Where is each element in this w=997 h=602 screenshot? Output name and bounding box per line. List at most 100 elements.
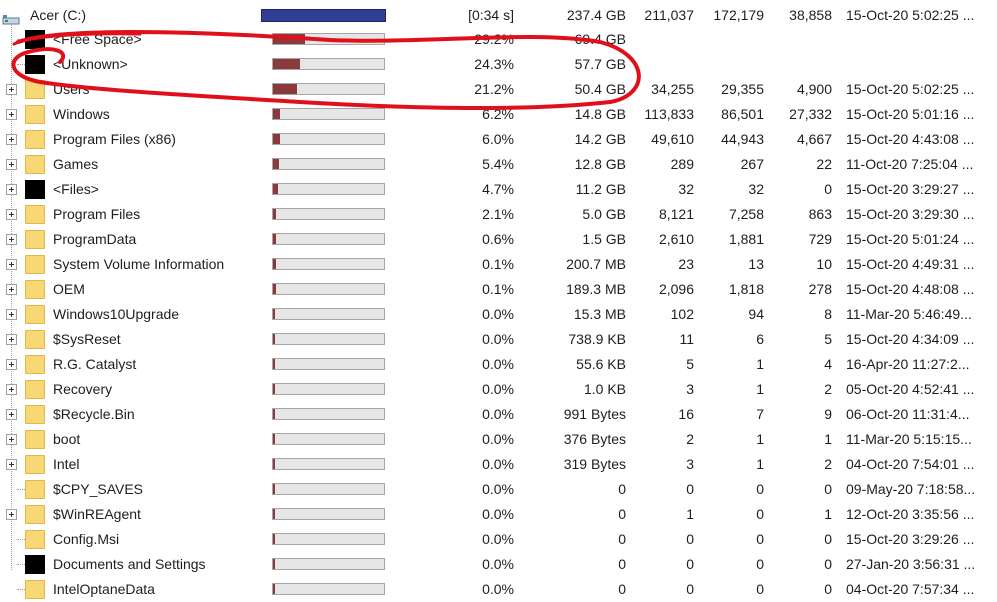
tree-row[interactable]: Config.Msi 0.0% 0 0 0 0 15-Oct-20 3:29:26 ... bbox=[0, 527, 997, 552]
expand-icon[interactable] bbox=[6, 184, 17, 195]
tree-row[interactable]: <Free Space> 29.2% 69.4 GB bbox=[0, 27, 997, 52]
usage-bar bbox=[272, 58, 385, 70]
row-name: Documents and Settings bbox=[53, 556, 206, 572]
tree-row[interactable]: Intel 0.0% 319 Bytes 3 1 2 04-Oct-20 7:54:01 .… bbox=[0, 452, 997, 477]
tree-row[interactable]: <Unknown> 24.3% 57.7 GB bbox=[0, 52, 997, 77]
row-name: <Unknown> bbox=[53, 56, 128, 72]
row-name: Config.Msi bbox=[53, 531, 120, 547]
tree-row[interactable]: Documents and Settings 0.0% 0 0 0 0 27-Jan-20 … bbox=[0, 552, 997, 577]
row-subdirs: 0 bbox=[824, 556, 832, 572]
tree-row[interactable]: $Recycle.Bin 0.0% 991 Bytes 16 7 9 06-Oct-20 1… bbox=[0, 402, 997, 427]
expand-icon[interactable] bbox=[6, 309, 17, 320]
row-files: 0 bbox=[686, 481, 694, 497]
row-name: $WinREAgent bbox=[53, 506, 141, 522]
tree-row[interactable]: <Files> 4.7% 11.2 GB 32 32 0 15-Oct-20 3:29:27… bbox=[0, 177, 997, 202]
row-percent: 4.7% bbox=[482, 181, 514, 197]
tree-row[interactable]: $WinREAgent 0.0% 0 1 0 1 12-Oct-20 3:35:56 ... bbox=[0, 502, 997, 527]
folder-icon bbox=[25, 255, 45, 274]
usage-bar bbox=[272, 308, 385, 320]
row-modified: 09-May-20 7:18:58... bbox=[846, 481, 976, 497]
row-files: 16 bbox=[678, 406, 694, 422]
row-percent: 0.0% bbox=[482, 481, 514, 497]
expand-icon[interactable] bbox=[6, 459, 17, 470]
row-size: 57.7 GB bbox=[574, 56, 626, 72]
row-percent: 0.0% bbox=[482, 531, 514, 547]
tree-row[interactable]: Games 5.4% 12.8 GB 289 267 22 11-Oct-20 7:25:0… bbox=[0, 152, 997, 177]
row-name: IntelOptaneData bbox=[53, 581, 155, 597]
usage-bar-fill bbox=[273, 184, 278, 194]
tree-row[interactable]: Program Files 2.1% 5.0 GB 8,121 7,258 863 15-O… bbox=[0, 202, 997, 227]
expand-icon[interactable] bbox=[6, 284, 17, 295]
tree-row[interactable]: Users 21.2% 50.4 GB 34,255 29,355 4,900 15-Oct… bbox=[0, 77, 997, 102]
expand-icon[interactable] bbox=[6, 334, 17, 345]
usage-bar-fill bbox=[273, 259, 276, 269]
row-name: ProgramData bbox=[53, 231, 137, 247]
expand-icon[interactable] bbox=[6, 509, 17, 520]
row-subdirs: 1 bbox=[824, 506, 832, 522]
expand-icon[interactable] bbox=[6, 259, 17, 270]
row-size: 11.2 GB bbox=[575, 181, 626, 197]
expand-icon[interactable] bbox=[6, 159, 17, 170]
usage-bar bbox=[272, 108, 385, 120]
row-name: Recovery bbox=[53, 381, 113, 397]
row-percent: 0.1% bbox=[482, 281, 514, 297]
black-square-icon bbox=[25, 55, 45, 74]
usage-bar-fill bbox=[273, 384, 275, 394]
row-modified: 15-Oct-20 4:43:08 ... bbox=[846, 131, 975, 147]
row-size: 69.4 GB bbox=[574, 31, 626, 47]
row-percent: 0.0% bbox=[482, 506, 514, 522]
tree-row[interactable]: System Volume Information 0.1% 200.7 MB 23 1… bbox=[0, 252, 997, 277]
usage-bar bbox=[272, 333, 385, 345]
tree-row[interactable]: Windows10Upgrade 0.0% 15.3 MB 102 94 8 11-Mar-… bbox=[0, 302, 997, 327]
row-items: 0 bbox=[756, 581, 764, 597]
tree-row[interactable]: Program Files (x86) 6.0% 14.2 GB 49,610 44,9… bbox=[0, 127, 997, 152]
row-subdirs: 2 bbox=[824, 381, 832, 397]
expand-icon[interactable] bbox=[6, 84, 17, 95]
row-files: 11 bbox=[679, 331, 694, 347]
row-size: 0 bbox=[618, 531, 626, 547]
tree-row[interactable]: Windows 6.2% 14.8 GB 113,833 86,501 27,332 15-… bbox=[0, 102, 997, 127]
row-size: 0 bbox=[618, 506, 626, 522]
row-items: 267 bbox=[740, 156, 764, 172]
expand-icon[interactable] bbox=[6, 209, 17, 220]
expand-icon[interactable] bbox=[6, 409, 17, 420]
root-size: 237.4 GB bbox=[566, 7, 626, 23]
tree-row[interactable]: boot 0.0% 376 Bytes 2 1 1 11-Mar-20 5:15:15... bbox=[0, 427, 997, 452]
tree-row[interactable]: OEM 0.1% 189.3 MB 2,096 1,818 278 15-Oct-20 4:… bbox=[0, 277, 997, 302]
row-subdirs: 278 bbox=[808, 281, 832, 297]
tree-row[interactable]: IntelOptaneData 0.0% 0 0 0 0 04-Oct-20 7:57:34… bbox=[0, 577, 997, 602]
usage-bar-fill bbox=[273, 359, 275, 369]
expand-icon[interactable] bbox=[6, 359, 17, 370]
usage-bar-fill bbox=[273, 459, 275, 469]
tree-row[interactable]: $CPY_SAVES 0.0% 0 0 0 0 09-May-20 7:18:58... bbox=[0, 477, 997, 502]
tree-root-row[interactable]: Acer (C:) [0:34 s] 237.4 GB 211,037 172,… bbox=[0, 3, 997, 28]
row-name: $Recycle.Bin bbox=[53, 406, 135, 422]
tree-row[interactable]: ProgramData 0.6% 1.5 GB 2,610 1,881 729 15-Oct… bbox=[0, 227, 997, 252]
folder-icon bbox=[25, 155, 45, 174]
row-files: 3 bbox=[686, 456, 694, 472]
row-size: 189.3 MB bbox=[566, 281, 626, 297]
expand-icon[interactable] bbox=[6, 134, 17, 145]
drive-icon bbox=[2, 9, 20, 25]
folder-icon bbox=[25, 305, 45, 324]
row-name: <Files> bbox=[53, 181, 99, 197]
expand-icon[interactable] bbox=[6, 109, 17, 120]
root-usage-bar bbox=[261, 9, 386, 22]
tree-row[interactable]: Recovery 0.0% 1.0 KB 3 1 2 05-Oct-20 4:52:41 .… bbox=[0, 377, 997, 402]
expand-icon[interactable] bbox=[6, 434, 17, 445]
expand-icon[interactable] bbox=[6, 234, 17, 245]
expand-icon[interactable] bbox=[6, 384, 17, 395]
row-subdirs: 9 bbox=[824, 406, 832, 422]
tree-row[interactable]: $SysReset 0.0% 738.9 KB 11 6 5 15-Oct-20 4:34:… bbox=[0, 327, 997, 352]
row-modified: 15-Oct-20 4:49:31 ... bbox=[846, 256, 975, 272]
usage-bar-fill bbox=[273, 559, 275, 569]
usage-bar bbox=[272, 33, 385, 45]
row-items: 1,881 bbox=[728, 231, 764, 247]
row-modified: 11-Mar-20 5:15:15... bbox=[846, 431, 972, 447]
row-modified: 27-Jan-20 3:56:31 ... bbox=[846, 556, 976, 572]
black-square-icon bbox=[25, 555, 45, 574]
row-percent: 6.2% bbox=[482, 106, 514, 122]
tree-row[interactable]: R.G. Catalyst 0.0% 55.6 KB 5 1 4 16-Apr-20 11:… bbox=[0, 352, 997, 377]
row-name: Games bbox=[53, 156, 99, 172]
tree-connector bbox=[17, 539, 27, 540]
